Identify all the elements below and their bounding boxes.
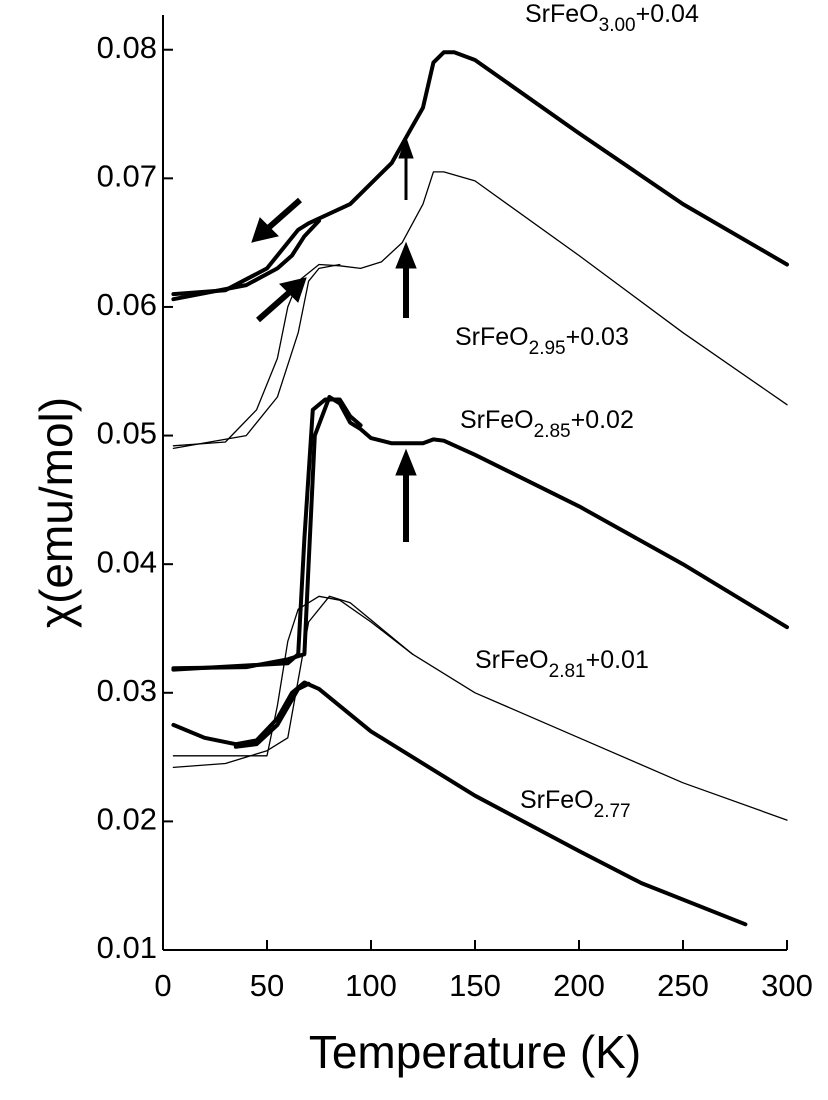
arrow bbox=[264, 197, 302, 233]
curve-label: SrFeO3.00+0.04 bbox=[525, 0, 699, 36]
formula: SrFeO bbox=[475, 646, 549, 674]
suffix: +0.01 bbox=[586, 646, 649, 674]
arrow-head bbox=[279, 277, 307, 303]
x-tick-label: 200 bbox=[553, 968, 605, 1003]
curve bbox=[172, 595, 414, 769]
formula: SrFeO bbox=[525, 0, 599, 28]
suffix: +0.04 bbox=[636, 0, 699, 28]
y-tick-label: 0.05 bbox=[97, 416, 157, 451]
subscript: 3.00 bbox=[599, 15, 636, 36]
x-tick-label: 50 bbox=[250, 968, 284, 1003]
y-tick-label: 0.04 bbox=[97, 544, 157, 579]
curve bbox=[172, 595, 788, 821]
y-tick-label: 0.01 bbox=[97, 930, 157, 965]
formula: SrFeO bbox=[455, 323, 529, 351]
curve bbox=[171, 50, 789, 297]
subscript: 2.81 bbox=[549, 661, 586, 682]
curve-label: SrFeO2.85+0.02 bbox=[460, 406, 634, 442]
curve bbox=[171, 395, 789, 671]
curve-label: SrFeO2.77 bbox=[520, 786, 631, 822]
arrow-head bbox=[395, 241, 417, 269]
curve bbox=[171, 680, 748, 927]
y-tick-label: 0.07 bbox=[97, 159, 157, 194]
curve-label: SrFeO2.95+0.03 bbox=[455, 323, 629, 359]
x-tick-label: 100 bbox=[345, 968, 397, 1003]
formula: SrFeO bbox=[460, 406, 534, 434]
y-tick-label: 0.02 bbox=[97, 802, 157, 837]
curve-label: SrFeO2.81+0.01 bbox=[475, 646, 649, 682]
arrow-head bbox=[251, 217, 279, 243]
x-axis-title: Temperature (K) bbox=[309, 1026, 641, 1078]
formula: SrFeO bbox=[520, 786, 594, 814]
arrow-head bbox=[398, 136, 414, 159]
subscript: 2.85 bbox=[534, 421, 571, 442]
y-tick-label: 0.06 bbox=[97, 287, 157, 322]
x-tick-label: 150 bbox=[449, 968, 501, 1003]
curve bbox=[171, 218, 321, 302]
subscript: 2.77 bbox=[594, 801, 631, 822]
annotation-arrows bbox=[251, 136, 417, 542]
y-tick-label: 0.08 bbox=[97, 30, 157, 65]
y-axis-title: χ(emu/mol) bbox=[30, 397, 82, 628]
y-tick-label: 0.03 bbox=[97, 673, 157, 708]
x-tick-label: 250 bbox=[657, 968, 709, 1003]
curve bbox=[233, 681, 311, 749]
arrow bbox=[256, 287, 294, 323]
curve bbox=[172, 171, 788, 447]
arrow-head bbox=[395, 448, 417, 476]
x-tick-label: 0 bbox=[154, 968, 171, 1003]
subscript: 2.95 bbox=[529, 338, 566, 359]
suffix: +0.03 bbox=[566, 323, 629, 351]
curve bbox=[171, 397, 363, 672]
suffix: +0.02 bbox=[571, 406, 634, 434]
curve bbox=[172, 263, 341, 450]
x-tick-label: 300 bbox=[761, 968, 813, 1003]
